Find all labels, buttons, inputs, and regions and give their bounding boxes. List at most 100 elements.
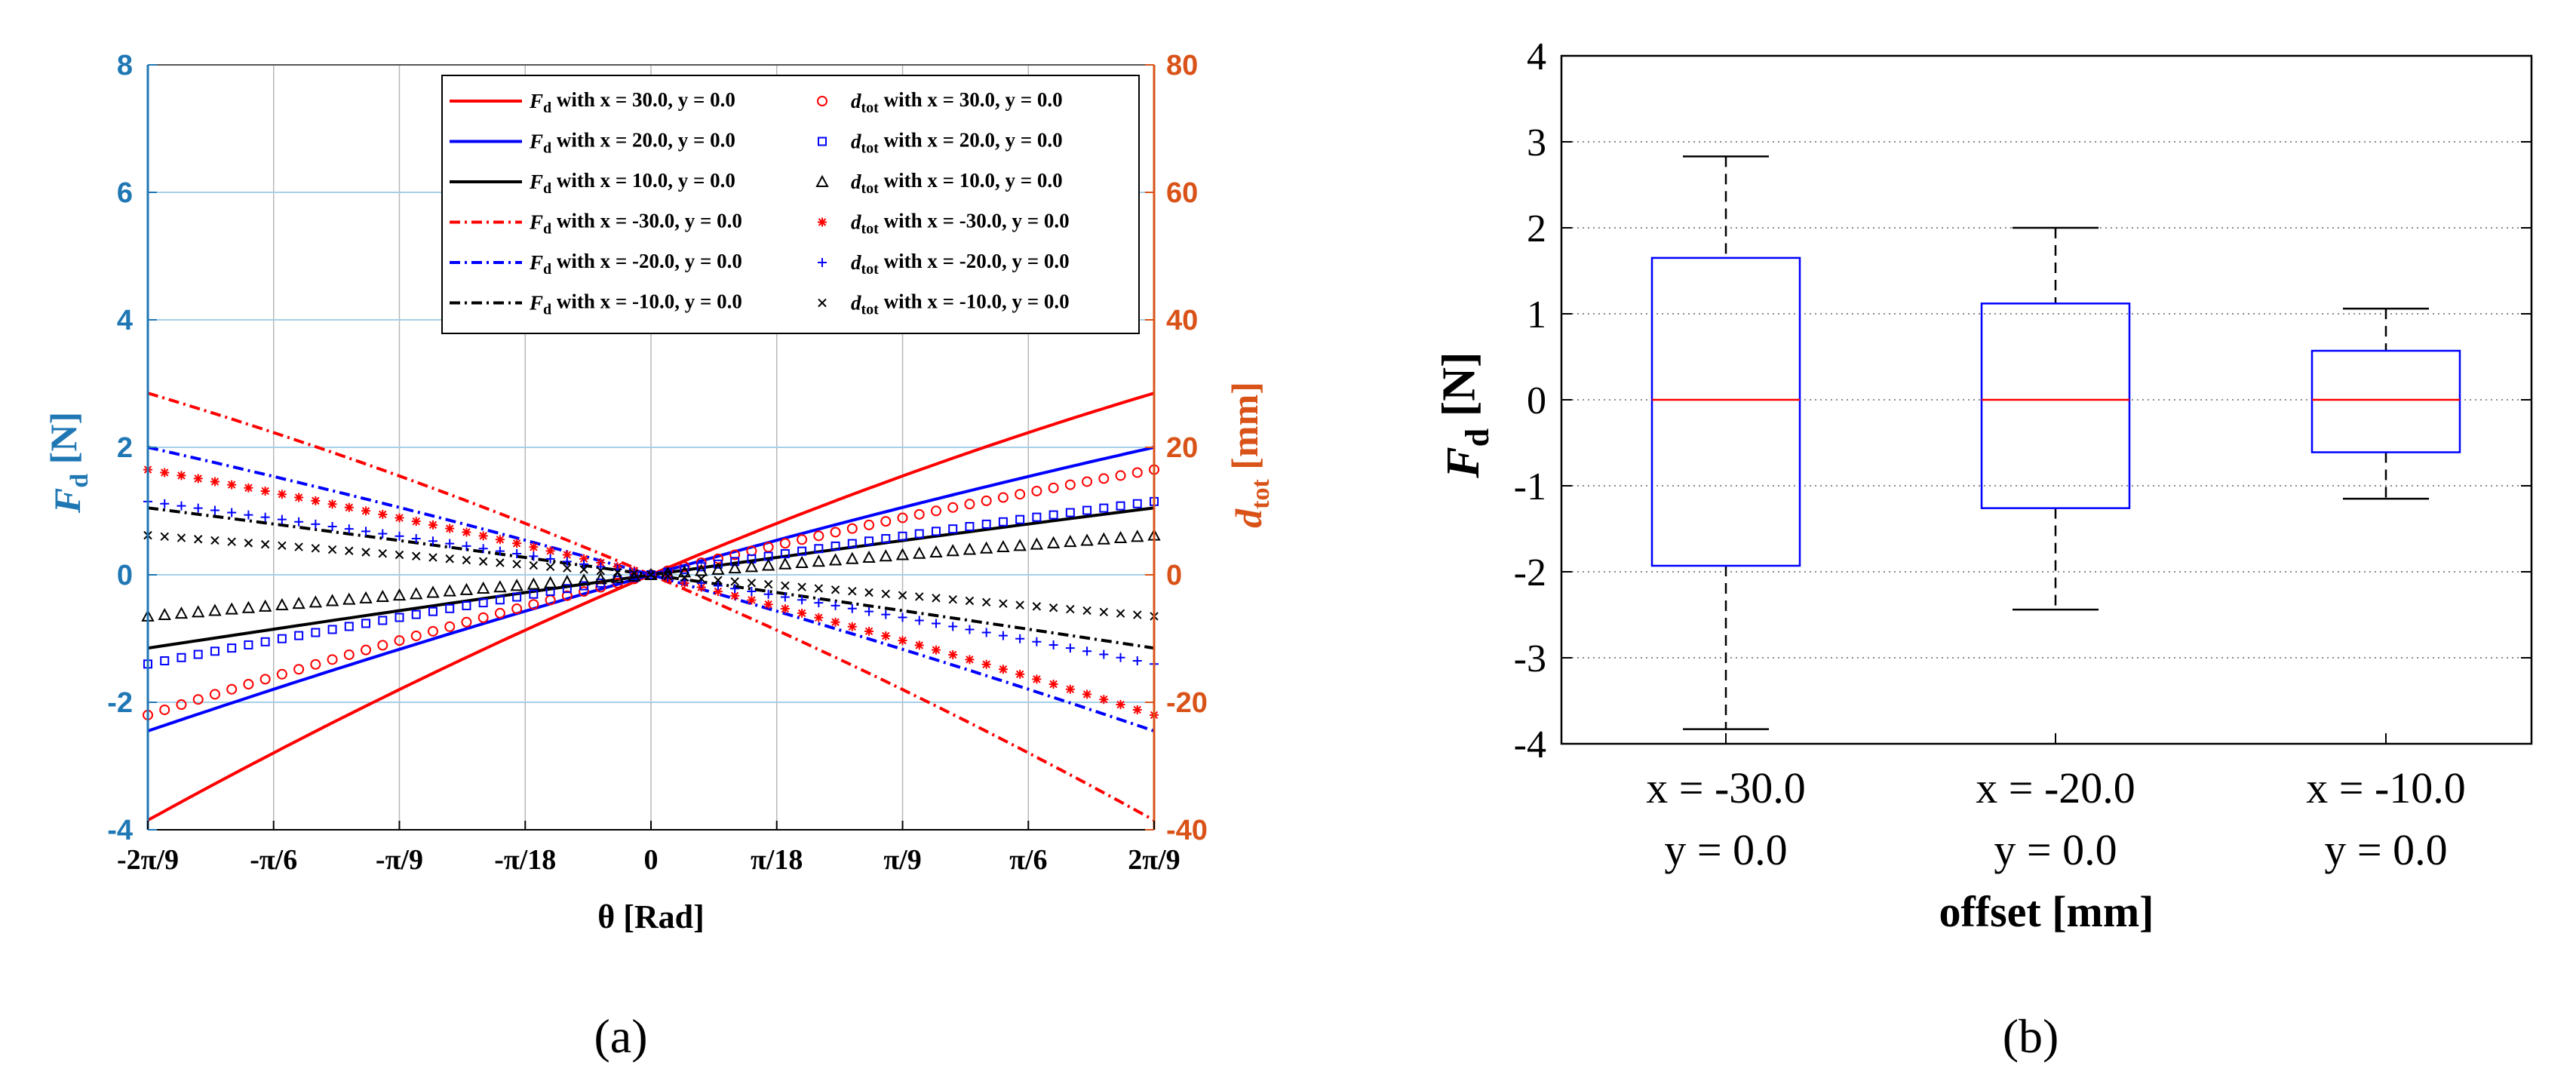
series-marker-10 (1099, 649, 1109, 659)
y-tick-label-left: -4 (107, 815, 133, 846)
series-marker-9 (411, 517, 421, 527)
series-marker-10 (998, 631, 1008, 640)
series-marker-9 (1015, 669, 1025, 679)
series-marker-11 (294, 542, 303, 551)
series-marker-6 (528, 599, 539, 610)
series-marker-6 (561, 590, 573, 601)
legend-label-1: Fd with x = 20.0, y = 0.0 (529, 128, 735, 156)
series-marker-8 (711, 562, 725, 575)
box-0 (1650, 155, 1801, 730)
series-marker-6 (176, 699, 187, 711)
series-marker-8 (1013, 539, 1027, 551)
series-marker-9 (1132, 705, 1142, 714)
series-marker-8 (359, 591, 373, 603)
series-marker-10 (797, 595, 807, 605)
series-marker-9 (244, 483, 253, 493)
series-marker-8 (745, 560, 759, 573)
series-marker-7 (361, 619, 371, 628)
series-marker-10 (763, 589, 773, 599)
series-marker-9 (780, 604, 790, 614)
series-marker-10 (881, 610, 891, 619)
series-marker-7 (512, 592, 522, 602)
series-marker-9 (311, 496, 321, 505)
series-marker-9 (847, 622, 857, 631)
series-marker-7 (965, 522, 975, 532)
series-marker-11 (596, 566, 606, 576)
series-marker-6 (1031, 485, 1042, 496)
series-marker-10 (210, 505, 220, 515)
legend-swatch-8 (815, 174, 829, 187)
series-marker-8 (1030, 537, 1044, 550)
series-marker-6 (779, 538, 791, 549)
series-marker-9 (395, 513, 404, 523)
series-marker-10 (529, 551, 539, 561)
series-marker-6 (461, 616, 472, 628)
x-axis-label: offset [mm] (1939, 887, 2154, 936)
series-marker-10 (1082, 646, 1092, 656)
series-marker-8 (426, 585, 440, 598)
x-category-label-line2: y = 0.0 (1664, 825, 1787, 874)
series-marker-7 (898, 531, 907, 541)
series-marker-10 (780, 592, 790, 602)
series-marker-7 (160, 656, 170, 666)
series-marker-7 (193, 649, 203, 659)
y-tick-label: -1 (1514, 465, 1546, 508)
series-marker-9 (948, 649, 958, 659)
series-marker-11 (545, 562, 555, 572)
y-tick-label-left: 0 (117, 560, 133, 591)
series-marker-11 (563, 563, 572, 573)
series-marker-9 (277, 490, 287, 499)
series-marker-10 (545, 554, 555, 563)
x-axis-label: θ [Rad] (597, 898, 705, 935)
series-marker-9 (831, 617, 840, 627)
chart-b: -4 -3 -2 -1 0 1 2 3 4 x = -30.0 y = 0.0 x = -20.0 y … (1434, 35, 2533, 1063)
series-marker-10 (411, 534, 421, 544)
x-tick-label: 2π/9 (1128, 844, 1180, 876)
series-marker-11 (193, 535, 203, 544)
series-marker-11 (512, 560, 521, 569)
series-marker-7 (395, 613, 404, 622)
series-marker-6 (813, 530, 824, 542)
series-marker-6 (1064, 479, 1076, 490)
series-marker-6 (579, 586, 590, 597)
x-category-label-line1: x = -30.0 (1646, 763, 1806, 812)
series-marker-7 (227, 643, 237, 653)
y-tick-label-right: 20 (1166, 432, 1198, 464)
series-marker-7 (1099, 503, 1109, 513)
series-marker-7 (730, 557, 740, 567)
series-marker-11 (932, 594, 941, 603)
series-marker-11 (177, 533, 186, 542)
series-marker-9 (730, 591, 740, 600)
series-marker-9 (495, 535, 505, 545)
series-marker-10 (378, 529, 388, 539)
series-marker-11 (965, 596, 975, 606)
series-marker-10 (1049, 640, 1058, 649)
series-marker-8 (241, 600, 256, 613)
series-marker-11 (630, 569, 639, 578)
series-marker-8 (963, 542, 977, 555)
series-marker-6 (243, 679, 254, 690)
series-marker-10 (1032, 637, 1042, 646)
series-marker-7 (462, 600, 471, 610)
series-marker-9 (462, 527, 471, 537)
series-marker-10 (177, 501, 186, 511)
series-marker-7 (948, 524, 958, 534)
y-tick-label: 2 (1527, 207, 1546, 250)
series-marker-10 (847, 603, 857, 613)
series-marker-6 (864, 519, 875, 530)
series-marker-7 (327, 625, 337, 634)
series-marker-9 (1049, 680, 1058, 689)
x-category-label-line2: y = 0.0 (2324, 825, 2447, 874)
series-marker-9 (428, 520, 438, 530)
series-marker-7 (847, 539, 857, 548)
series-marker-9 (998, 665, 1008, 674)
legend-label-2: Fd with x = 10.0, y = 0.0 (529, 169, 735, 197)
legend-box (441, 75, 1140, 334)
series-marker-8 (1113, 530, 1128, 544)
series-marker-7 (713, 559, 723, 569)
series-marker-11 (1116, 609, 1125, 618)
series-marker-9 (713, 587, 723, 597)
legend-label-8: dtot with x = 10.0, y = 0.0 (851, 169, 1063, 197)
series-marker-8 (325, 594, 339, 606)
